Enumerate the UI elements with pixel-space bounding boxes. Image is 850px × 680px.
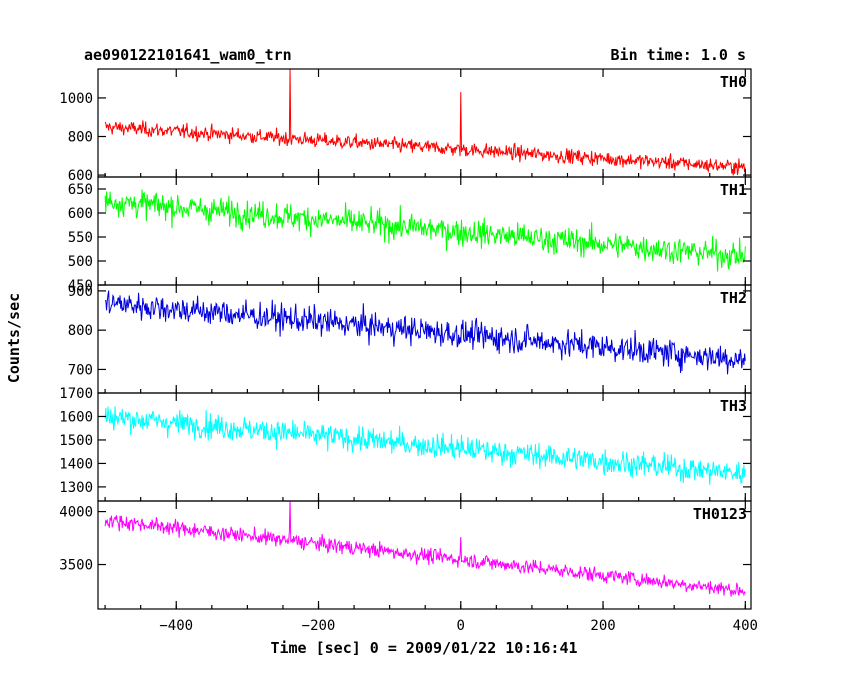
y-tick-label: 1400 [59,456,93,472]
y-tick-label: 450 [68,278,93,294]
y-tick-label: 1600 [59,409,93,425]
x-tick-label: 400 [733,618,758,634]
series-line-th2 [104,290,746,375]
panel-label: TH3 [720,397,747,415]
y-tick-label: 800 [68,323,93,339]
panel-label: TH0123 [693,505,747,523]
panel-th1: 450 500 550 600 650 TH1 [68,176,752,294]
y-tick-label: 600 [68,168,93,184]
y-tick-label: 1000 [59,91,93,107]
y-tick-label: 1300 [59,480,93,496]
y-tick-label: 1700 [59,386,93,402]
series-line-th0 [104,69,746,176]
series-line-th3 [104,406,746,485]
y-tick-label: 600 [68,206,93,222]
y-tick-label: 650 [68,182,93,198]
panel-label: TH0 [720,73,747,91]
panel-frame [97,500,752,610]
y-tick-label: 550 [68,230,93,246]
x-tick-label: 0 [457,618,465,634]
series-line-th1 [104,189,746,272]
y-tick-label: 500 [68,254,93,270]
y-tick-label: 3500 [59,558,93,574]
x-tick-label: −200 [302,618,336,634]
chart-title: ae090122101641_wam0_trn [84,46,292,64]
panel-th2: 700 800 900 TH2 [68,284,752,394]
bin-time-label: Bin time: 1.0 s [611,46,746,64]
x-tick-label: −400 [159,618,193,634]
panel-th3: 1300 1400 1500 1600 1700 TH3 [59,386,752,502]
series-line-th0123 [104,501,746,597]
y-axis-label: Counts/sec [5,293,23,383]
y-tick-label: 700 [68,362,93,378]
panel-label: TH2 [720,289,747,307]
y-tick-label: 4000 [59,505,93,521]
y-tick-label: 800 [68,130,93,146]
y-tick-label: 1500 [59,433,93,449]
x-tick-label: 200 [590,618,615,634]
y-tick-label: 900 [68,284,93,300]
x-axis-ticks: −400 −200 0 200 400 [159,618,758,634]
panel-th0123: 3500 4000 TH0123 [59,500,752,610]
x-axis-label: Time [sec] 0 = 2009/01/22 10:16:41 [270,639,577,657]
panel-th0: 600 800 1000 TH0 [59,68,752,184]
panel-label: TH1 [720,181,747,199]
